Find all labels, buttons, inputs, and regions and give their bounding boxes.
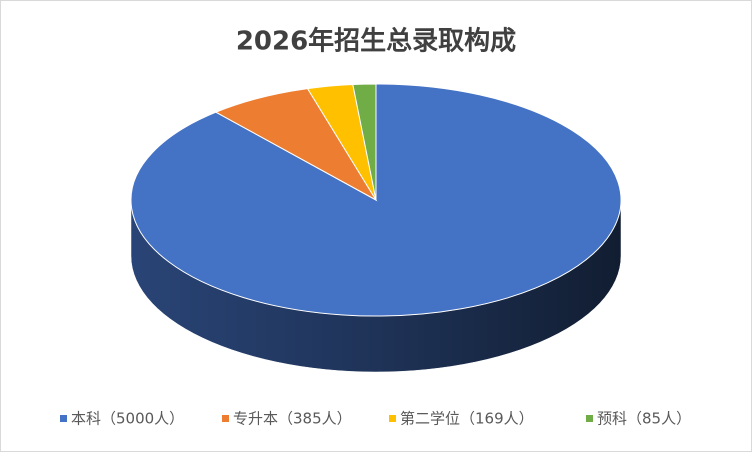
legend-label: 第二学位（169人）: [400, 410, 534, 428]
slice: [214, 88, 378, 202]
legend-marker: [389, 415, 396, 422]
chart-title: 2026年招生总录取构成: [236, 26, 516, 57]
legend-label: 专升本（385人）: [233, 410, 352, 428]
legend-marker: [60, 415, 67, 422]
legend-label: 预科（85人）: [597, 410, 691, 428]
slice: [352, 83, 377, 201]
legend-label: 本科（5000人）: [71, 410, 184, 428]
legend-marker: [222, 415, 229, 422]
legend: 本科（5000人） 专升本（385人） 第二学位（169人） 预科（85人）: [60, 410, 691, 428]
pie: [130, 83, 622, 373]
legend-marker: [586, 415, 593, 422]
